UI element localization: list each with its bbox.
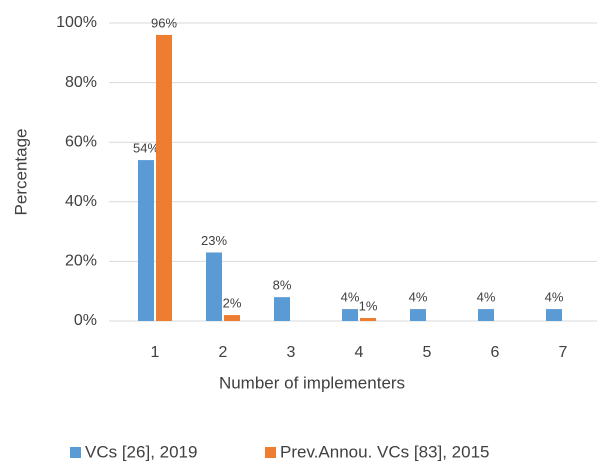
data-label: 4% — [341, 290, 360, 305]
x-tick-label: 1 — [151, 344, 160, 361]
data-label: 96% — [151, 15, 177, 30]
data-label: 54% — [133, 141, 159, 156]
bar — [360, 318, 376, 321]
legend-label: Prev.Annou. VCs [83], 2015 — [280, 442, 489, 461]
data-label: 4% — [409, 290, 428, 305]
bar — [478, 309, 494, 321]
y-tick-label: 60% — [65, 133, 97, 150]
bar — [410, 309, 426, 321]
x-tick-label: 4 — [355, 344, 364, 361]
x-tick-label: 6 — [491, 344, 500, 361]
y-axis-label: Percentage — [11, 129, 30, 216]
x-tick-label: 2 — [219, 344, 228, 361]
data-label: 2% — [223, 295, 242, 310]
x-axis-label: Number of implementers — [219, 373, 405, 392]
data-label: 4% — [545, 290, 564, 305]
bar — [342, 309, 358, 321]
x-tick-label: 3 — [287, 344, 296, 361]
x-tick-label: 5 — [423, 344, 432, 361]
data-label: 1% — [359, 298, 378, 313]
data-label: 8% — [273, 278, 292, 293]
x-tick-label: 7 — [559, 344, 568, 361]
data-label: 23% — [201, 233, 227, 248]
y-tick-label: 80% — [65, 74, 97, 91]
bar — [206, 252, 222, 321]
y-tick-label: 100% — [56, 14, 97, 31]
legend-swatch — [70, 447, 81, 458]
bar — [224, 315, 240, 321]
y-tick-label: 20% — [65, 253, 97, 270]
legend-swatch — [265, 447, 276, 458]
bar — [138, 160, 154, 321]
legend-label: VCs [26], 2019 — [85, 442, 197, 461]
bar — [156, 34, 172, 322]
y-tick-label: 40% — [65, 193, 97, 210]
data-label: 4% — [477, 290, 496, 305]
bar — [546, 309, 562, 321]
bar — [274, 297, 290, 321]
y-tick-label: 0% — [74, 312, 97, 329]
